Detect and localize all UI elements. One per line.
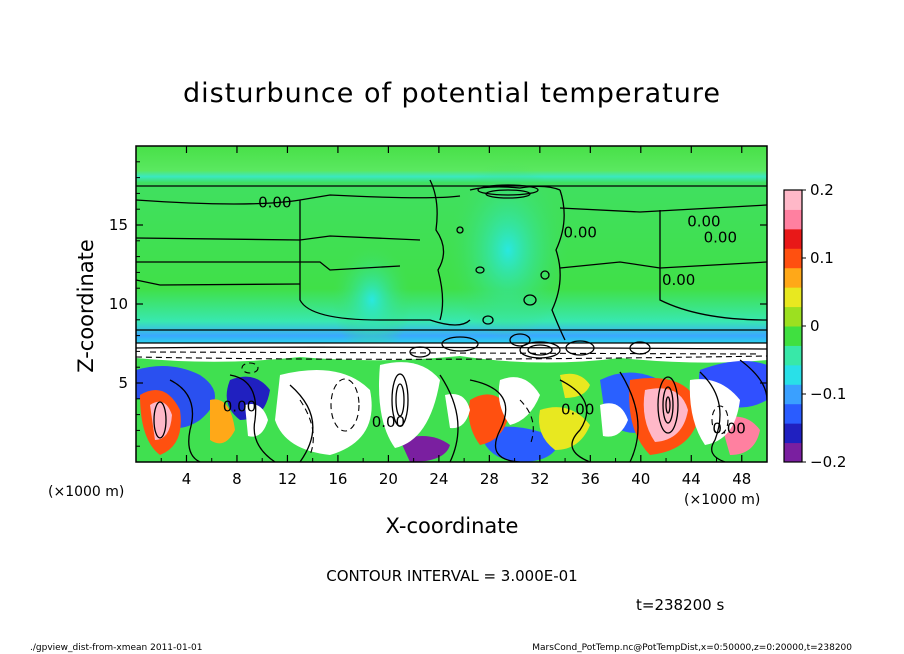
contour-label: 0.00: [258, 194, 291, 212]
x-tick-label: 20: [379, 470, 398, 488]
x-tick-label: 32: [530, 470, 549, 488]
colorbar: 0.2 0.1 0 −0.1 −0.2: [783, 181, 846, 471]
chart-title: disturbunce of potential temperature: [183, 78, 721, 109]
y-tick-label: 15: [109, 216, 128, 234]
colorbar-swatch: [784, 345, 802, 366]
x-tick-label: 48: [732, 470, 751, 488]
footer-left: ./gpview_dist-from-xmean 2011-01-01: [30, 643, 203, 653]
contour-label: 0.00: [704, 228, 737, 246]
colorbar-swatch: [784, 190, 802, 210]
colorbar-swatch: [784, 423, 802, 444]
contour-label: 0.00: [662, 271, 695, 289]
colorbar-swatch: [784, 384, 802, 405]
x-tick-label: 36: [581, 470, 600, 488]
y-tick-label: 5: [118, 374, 128, 392]
colorbar-swatch: [784, 267, 802, 288]
x-tick-label: 16: [328, 470, 347, 488]
footer-right: MarsCond_PotTemp.nc@PotTempDist,x=0:5000…: [532, 643, 852, 653]
x-axis-label: X-coordinate: [385, 514, 519, 538]
colorbar-swatch: [784, 306, 802, 327]
contour-label: 0.00: [712, 420, 745, 438]
contour-label: 0.00: [687, 213, 720, 231]
contour-interval-text: CONTOUR INTERVAL = 3.000E-01: [326, 567, 578, 585]
x-tick-label: 8: [232, 470, 242, 488]
x-tick-label: 4: [182, 470, 192, 488]
colorbar-swatch: [784, 228, 802, 249]
x-unit-label-right: (×1000 m): [684, 492, 761, 508]
colorbar-tick-label: 0.2: [810, 181, 834, 199]
colorbar-swatch: [784, 403, 802, 424]
colorbar-tick-label: −0.2: [810, 453, 846, 471]
y-axis: 5 10 15: [109, 161, 767, 447]
contour-label: 0.00: [561, 401, 594, 419]
y-tick-label: 10: [109, 295, 128, 313]
colorbar-swatch: [784, 287, 802, 308]
colorbar-tick-label: −0.1: [810, 385, 846, 403]
colorbar-tick-label: 0.1: [810, 249, 834, 267]
colorbar-swatch: [784, 248, 802, 269]
x-tick-label: 24: [429, 470, 448, 488]
contour-label: 0.00: [372, 413, 405, 431]
heatmap-field: [136, 146, 767, 462]
contour-label: 0.00: [564, 224, 597, 242]
x-tick-label: 28: [480, 470, 499, 488]
x-tick-label: 12: [278, 470, 297, 488]
y-axis-label: Z-coordinate: [74, 239, 98, 373]
contour-label: 0.00: [223, 397, 256, 415]
colorbar-tick-label: 0: [810, 317, 820, 335]
colorbar-swatch: [784, 209, 802, 230]
colorbar-swatch: [784, 326, 802, 346]
colorbar-swatch: [784, 364, 802, 385]
x-tick-label: 44: [682, 470, 701, 488]
x-unit-label-left: (×1000 m): [48, 484, 125, 500]
x-axis: 4 8 12 16 20 24 28 32 36 40 44 48: [160, 146, 751, 488]
contour-label-group: 0.000.000.000.000.000.000.000.000.00: [223, 194, 746, 438]
colorbar-swatch: [784, 442, 802, 463]
time-label: t=238200 s: [636, 596, 725, 614]
x-tick-label: 40: [631, 470, 650, 488]
